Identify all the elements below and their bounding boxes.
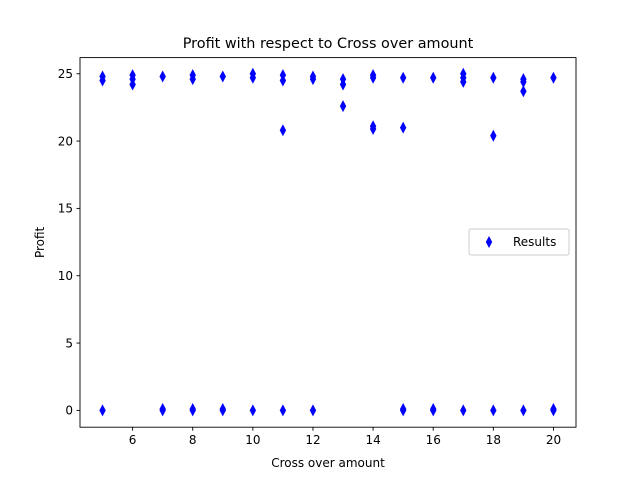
data-point bbox=[249, 71, 257, 84]
data-point bbox=[309, 404, 317, 417]
data-point bbox=[399, 404, 407, 417]
data-point bbox=[219, 70, 226, 83]
data-point bbox=[249, 404, 257, 417]
x-tick-label: 10 bbox=[245, 433, 260, 447]
y-tick-label: 25 bbox=[58, 67, 73, 81]
data-point bbox=[550, 71, 557, 84]
data-point bbox=[159, 404, 166, 417]
data-point bbox=[279, 74, 287, 87]
x-tick-label: 18 bbox=[486, 433, 501, 447]
data-point bbox=[460, 75, 467, 88]
axes-frame bbox=[79, 57, 577, 428]
x-tick-label: 8 bbox=[189, 433, 197, 447]
data-point bbox=[430, 71, 437, 84]
legend-box bbox=[468, 228, 570, 256]
data-points bbox=[99, 67, 557, 417]
x-axis-ticks: 6 8 10 12 14 16 18 20 bbox=[129, 427, 561, 447]
data-point bbox=[399, 71, 407, 84]
y-axis-ticks: 0 5 10 15 20 25 bbox=[58, 67, 80, 418]
data-point bbox=[279, 404, 287, 417]
data-point bbox=[279, 124, 287, 137]
x-tick-label: 6 bbox=[129, 433, 137, 447]
data-point bbox=[339, 78, 347, 91]
data-point bbox=[520, 85, 527, 98]
legend: Results bbox=[468, 228, 570, 256]
x-axis-label: Cross over amount bbox=[271, 456, 385, 470]
x-tick-label: 16 bbox=[426, 433, 441, 447]
data-point bbox=[460, 404, 467, 417]
y-tick-label: 15 bbox=[58, 202, 73, 216]
data-point bbox=[339, 100, 347, 113]
data-point bbox=[520, 75, 527, 88]
data-point bbox=[99, 404, 106, 417]
data-point bbox=[399, 121, 407, 134]
data-point bbox=[189, 404, 196, 417]
data-point bbox=[369, 71, 377, 84]
legend-label: Results bbox=[513, 235, 556, 249]
chart-title: Profit with respect to Cross over amount bbox=[183, 36, 474, 52]
data-point bbox=[550, 404, 557, 417]
data-point bbox=[99, 74, 106, 87]
data-point bbox=[129, 78, 136, 91]
y-tick-label: 20 bbox=[58, 134, 73, 148]
data-point bbox=[520, 404, 527, 417]
x-tick-label: 12 bbox=[305, 433, 320, 447]
data-point bbox=[490, 404, 497, 417]
y-tick-label: 5 bbox=[65, 336, 73, 350]
data-point bbox=[159, 70, 166, 83]
legend-marker-icon bbox=[485, 236, 493, 248]
data-point bbox=[369, 122, 377, 135]
data-point bbox=[490, 129, 497, 142]
x-tick-label: 14 bbox=[365, 433, 380, 447]
data-point bbox=[219, 404, 226, 417]
data-point bbox=[490, 71, 497, 84]
y-axis-label: Profit bbox=[33, 226, 47, 258]
data-point bbox=[189, 73, 196, 86]
data-point bbox=[430, 404, 437, 417]
x-tick-label: 20 bbox=[546, 433, 561, 447]
y-tick-label: 10 bbox=[58, 269, 73, 283]
y-tick-label: 0 bbox=[65, 404, 73, 418]
data-point bbox=[309, 73, 317, 86]
